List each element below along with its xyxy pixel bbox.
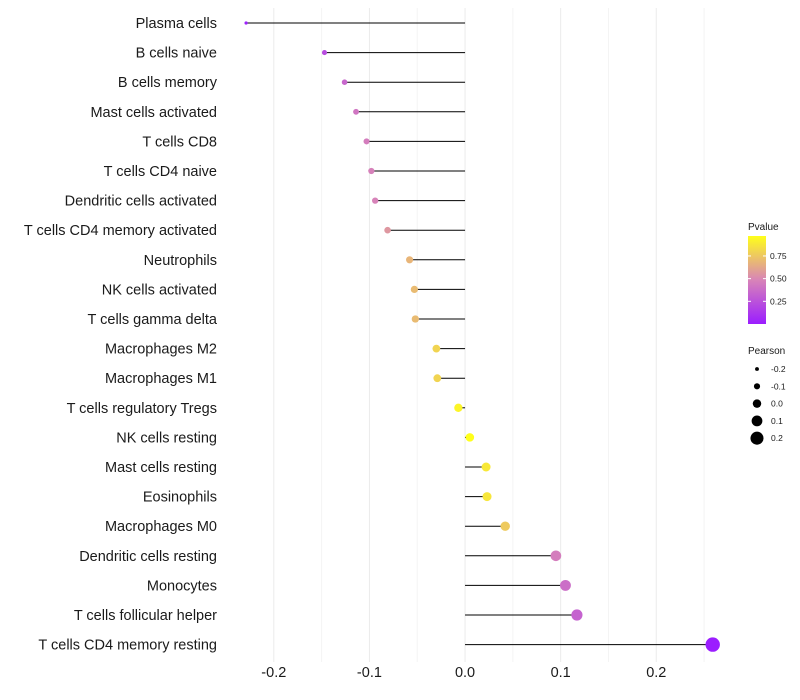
size-legend-dot xyxy=(752,399,762,408)
colorbar-tick-label: 0.25 xyxy=(770,296,787,306)
lollipop-dot xyxy=(341,79,348,85)
lollipop-dot xyxy=(571,609,583,621)
category-label: T cells CD4 naive xyxy=(104,164,217,180)
x-axis-tick-labels: -0.2 -0.1 0.0 0.1 0.2 xyxy=(261,665,666,681)
x-tick-label: 0.2 xyxy=(646,665,666,681)
size-legend-label: 0.0 xyxy=(771,399,783,409)
x-tick-label: 0.0 xyxy=(455,665,475,681)
category-label: T cells CD4 memory activated xyxy=(24,223,217,239)
pvalue-legend-title: Pvalue xyxy=(748,222,779,233)
lollipop-dot xyxy=(550,550,562,562)
category-label: T cells follicular helper xyxy=(74,608,217,624)
category-label: Mast cells activated xyxy=(90,105,217,121)
category-label: T cells CD4 memory resting xyxy=(38,638,217,654)
x-tick-label: -0.2 xyxy=(261,665,286,681)
category-label: Mast cells resting xyxy=(105,460,217,476)
lollipop-dot xyxy=(410,285,418,294)
category-label: Macrophages M0 xyxy=(105,519,217,535)
lollipop-dot xyxy=(481,462,491,472)
category-label: Dendritic cells resting xyxy=(79,549,217,565)
pvalue-colorbar xyxy=(748,236,766,324)
colorbar-tick-label: 0.50 xyxy=(770,274,787,284)
category-label: Neutrophils xyxy=(144,253,217,269)
colorbar-tick-label: 0.75 xyxy=(770,251,787,261)
size-legend-dot xyxy=(753,383,761,390)
lollipop-dot xyxy=(321,50,328,56)
category-label: B cells memory xyxy=(118,75,218,91)
category-label: B cells naive xyxy=(136,46,217,62)
x-tick-label: 0.1 xyxy=(551,665,571,681)
category-label: T cells CD8 xyxy=(142,134,217,150)
lollipop-dot xyxy=(372,197,379,204)
size-legend-label: -0.1 xyxy=(771,381,786,391)
category-label: Eosinophils xyxy=(143,490,217,506)
category-labels: Plasma cells B cells naive B cells memory M… xyxy=(24,16,218,654)
size-legend-label: -0.2 xyxy=(771,364,786,374)
category-label: Macrophages M2 xyxy=(105,342,217,358)
category-label: T cells regulatory Tregs xyxy=(67,401,217,417)
size-legend-label: 0.2 xyxy=(771,433,783,443)
lollipop-dot xyxy=(465,433,475,442)
category-label: Monocytes xyxy=(147,578,217,594)
lollipop-dot xyxy=(432,344,441,353)
lollipop-dot xyxy=(500,521,510,531)
lollipop-dot xyxy=(411,315,419,323)
lollipop-dot xyxy=(363,138,370,145)
category-label: T cells gamma delta xyxy=(88,312,218,328)
pearson-legend: Pearson -0.2 -0.1 0.0 0.1 0.2 xyxy=(748,346,786,445)
x-tick-label: -0.1 xyxy=(357,665,382,681)
lollipop-dot xyxy=(482,492,492,502)
lollipop-dot xyxy=(353,108,359,115)
category-label: Macrophages M1 xyxy=(105,371,217,387)
category-label: NK cells resting xyxy=(116,430,217,446)
size-legend-dot xyxy=(751,415,763,427)
category-label: Dendritic cells activated xyxy=(65,194,217,210)
size-legend-label: 0.1 xyxy=(771,416,783,426)
pearson-legend-title: Pearson xyxy=(748,346,785,357)
lollipop-dot xyxy=(368,167,375,175)
category-label: NK cells activated xyxy=(102,282,217,298)
lollipop-dot xyxy=(244,21,248,25)
lollipop-dots xyxy=(244,21,720,652)
size-legend-dot xyxy=(750,431,764,445)
gridlines xyxy=(273,8,705,662)
lollipop-dot xyxy=(454,403,463,412)
category-label: Plasma cells xyxy=(136,16,217,32)
lollipop-dot xyxy=(705,637,720,652)
pvalue-legend: Pvalue 0.25 0.50 0.75 xyxy=(748,222,787,324)
lollipop-dot xyxy=(406,256,414,264)
lollipop-dot xyxy=(560,579,571,591)
lollipop-stems xyxy=(246,22,713,646)
size-legend-dot xyxy=(755,367,759,371)
lollipop-dot xyxy=(433,374,442,383)
lollipop-dot xyxy=(384,226,391,234)
